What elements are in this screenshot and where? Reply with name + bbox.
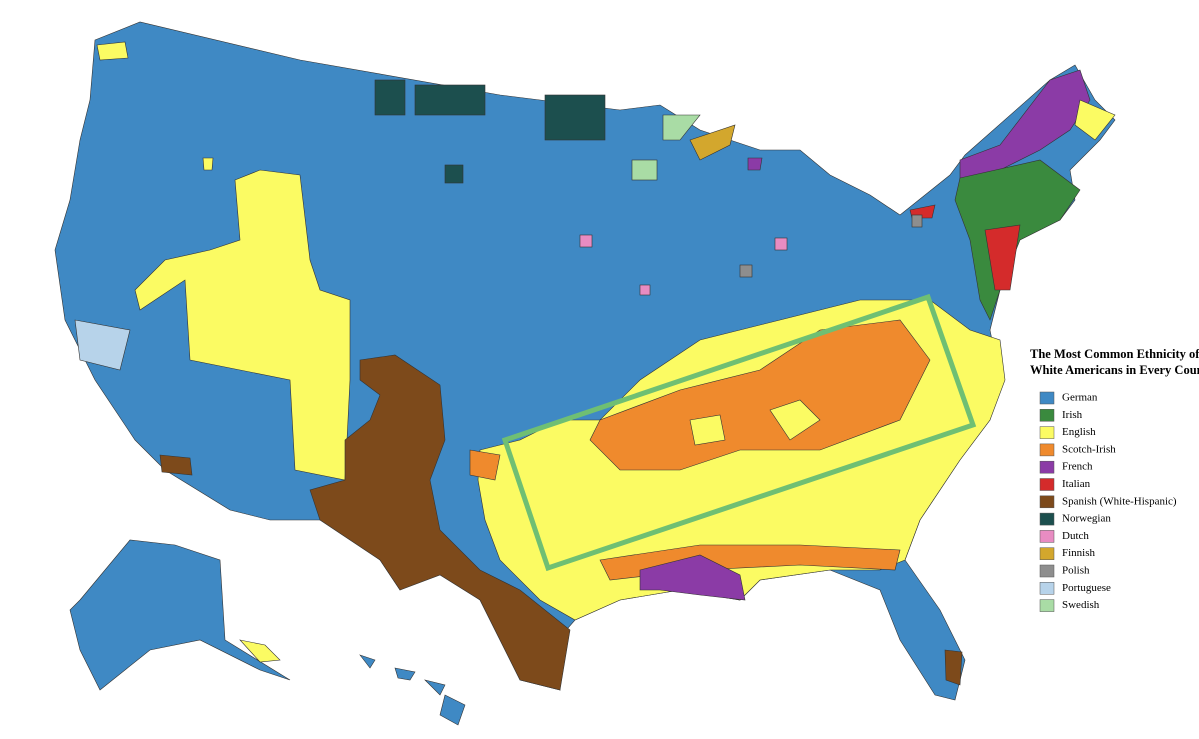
region [309, 354, 571, 691]
region [159, 454, 193, 476]
region [631, 159, 658, 181]
region [662, 114, 701, 141]
legend-label: English [1062, 426, 1096, 438]
region [74, 319, 131, 371]
legend: The Most Common Ethnicity of White Ameri… [1030, 347, 1199, 612]
legend-title: The Most Common Ethnicity of [1030, 347, 1199, 361]
region [414, 84, 486, 116]
region [469, 449, 501, 481]
legend-label: Finnish [1062, 547, 1096, 559]
legend-label: Norwegian [1062, 513, 1111, 525]
region [359, 654, 376, 669]
region [769, 399, 821, 441]
legend-label: Italian [1062, 478, 1091, 490]
region [774, 237, 788, 251]
legend-swatch [1039, 443, 1055, 457]
legend-label: Polish [1062, 565, 1090, 577]
region [911, 214, 923, 228]
legend-swatch [1039, 426, 1055, 439]
legend-label: Portuguese [1062, 582, 1111, 594]
region [444, 164, 464, 184]
legend-swatch [1039, 512, 1055, 526]
legend-label: Spanish (White-Hispanic) [1062, 495, 1177, 507]
region [394, 667, 416, 681]
region [544, 94, 606, 141]
legend-swatch [1039, 391, 1055, 405]
region [202, 157, 214, 171]
legend-swatch [1039, 478, 1055, 491]
region [69, 539, 291, 691]
region [239, 639, 281, 663]
legend-swatch [1039, 599, 1055, 612]
legend-swatch [1039, 409, 1055, 422]
region [944, 649, 963, 686]
region [689, 414, 726, 446]
map [54, 21, 1116, 726]
legend-label: Irish [1062, 409, 1083, 421]
region [589, 319, 931, 471]
region [689, 124, 736, 161]
legend-swatch [1039, 530, 1055, 543]
legend-swatch [1039, 564, 1055, 578]
legend-label: Dutch [1062, 530, 1089, 542]
region [739, 264, 753, 278]
region [984, 224, 1021, 291]
region [639, 554, 746, 601]
highlight-box [501, 293, 977, 572]
region [579, 234, 593, 248]
legend-swatch [1039, 460, 1055, 474]
legend-swatch [1039, 582, 1055, 595]
region [747, 157, 763, 171]
legend-title: White Americans in Every County [1030, 363, 1199, 377]
region [96, 41, 129, 61]
region [439, 694, 466, 726]
region [424, 679, 446, 696]
legend-swatch [1039, 495, 1055, 509]
region [374, 79, 406, 116]
region [134, 169, 351, 481]
legend-label: Swedish [1062, 599, 1100, 611]
legend-label: Scotch-Irish [1062, 443, 1116, 455]
legend-swatch [1039, 547, 1055, 560]
region [639, 284, 651, 296]
legend-label: French [1062, 461, 1093, 473]
region [1074, 99, 1116, 141]
legend-label: German [1062, 392, 1098, 404]
